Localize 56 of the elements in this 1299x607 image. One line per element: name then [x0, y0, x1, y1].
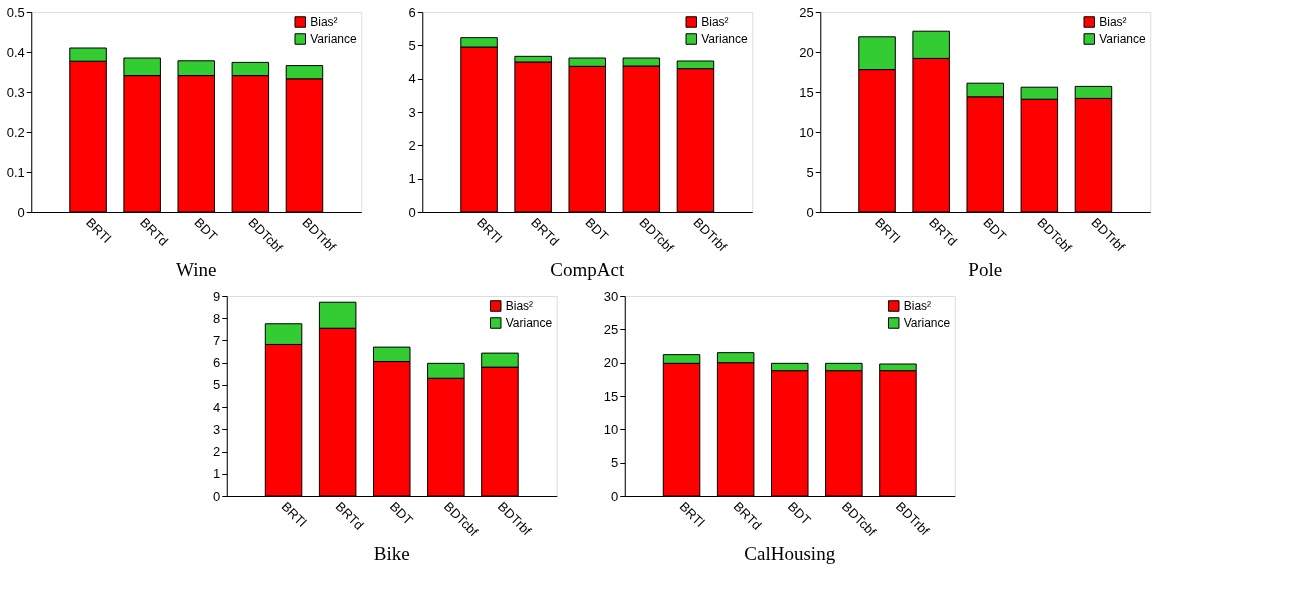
y-tick-label: 15	[603, 388, 619, 404]
x-tick-label: BDT	[582, 214, 612, 244]
legend-label: Variance	[1099, 32, 1147, 46]
y-tick-label: 25	[603, 321, 619, 337]
y-tick-label: 9	[213, 288, 221, 304]
text: CompAct	[550, 258, 625, 280]
y-tick-label: 0	[17, 204, 25, 220]
y-tick-label: 2	[213, 444, 221, 460]
y-tick-label: 10	[799, 124, 814, 140]
legend-label: Bias²	[310, 15, 338, 29]
y-tick-label: 0	[213, 488, 221, 504]
y-tick-label: 2	[408, 137, 416, 153]
y-tick-label: 8	[213, 310, 221, 326]
y-tick-label: 0.4	[6, 44, 25, 60]
text: CalHousing	[744, 542, 836, 564]
x-tick-label: BDT	[386, 498, 416, 528]
y-tick-label: 5	[806, 164, 814, 180]
y-tick-label: 1	[408, 171, 416, 187]
legend-label: Bias²	[903, 299, 932, 313]
y-tick-label: 0.5	[6, 4, 25, 20]
legend-label: Bias²	[1099, 15, 1127, 29]
legend-label: Variance	[310, 32, 358, 46]
y-tick-label: 5	[408, 37, 416, 53]
text: Wine	[176, 258, 217, 280]
y-tick-label: 3	[408, 104, 416, 120]
y-tick-label: 6	[213, 355, 221, 371]
y-tick-label: 25	[799, 4, 814, 20]
y-tick-label: 30	[603, 288, 619, 304]
y-tick-label: 0.3	[6, 84, 25, 100]
legend-label: Variance	[701, 32, 749, 46]
y-tick-label: 20	[799, 44, 814, 60]
legend-label: Variance	[505, 316, 553, 330]
text: Pole	[968, 258, 1003, 280]
y-tick-label: 0.1	[6, 164, 25, 180]
y-tick-label: 4	[213, 399, 221, 415]
y-tick-label: 0	[806, 204, 814, 220]
legend-label: Bias²	[505, 299, 534, 313]
text: Bike	[373, 542, 410, 564]
y-tick-label: 20	[603, 355, 619, 371]
y-tick-label: 10	[603, 421, 619, 437]
legend-label: Bias²	[701, 15, 729, 29]
x-tick-label: BDT	[980, 214, 1010, 244]
y-tick-label: 5	[213, 377, 221, 393]
legend-label: Variance	[903, 316, 951, 330]
x-tick-label: BDT	[784, 498, 814, 528]
y-tick-label: 1	[213, 466, 221, 482]
y-tick-label: 6	[408, 4, 416, 20]
y-tick-label: 0	[408, 204, 416, 220]
y-tick-label: 0.2	[6, 124, 25, 140]
y-tick-label: 0	[611, 488, 619, 504]
y-tick-label: 5	[611, 455, 619, 471]
y-tick-label: 7	[213, 332, 221, 348]
x-tick-label: BDT	[191, 214, 221, 244]
y-tick-label: 3	[213, 421, 221, 437]
y-tick-label: 15	[799, 84, 814, 100]
y-tick-label: 4	[408, 71, 416, 87]
